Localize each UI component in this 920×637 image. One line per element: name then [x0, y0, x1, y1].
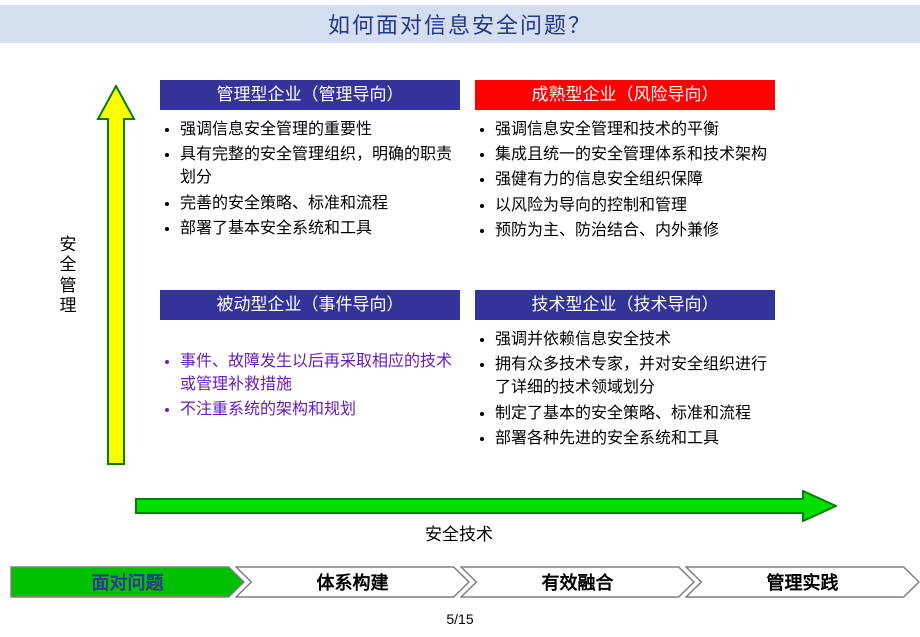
- y-axis-label: 安全管理: [58, 235, 78, 317]
- bullet-item: 部署各种先进的安全系统和工具: [495, 427, 775, 450]
- quadrant-header: 成熟型企业（风险导向）: [475, 80, 775, 110]
- slide-title: 如何面对信息安全问题？: [328, 8, 592, 40]
- quadrant-body: 强调信息安全管理的重要性具有完整的安全管理组织，明确的职责划分完善的安全策略、标…: [160, 118, 460, 240]
- bullet-item: 预防为主、防治结合、内外兼修: [495, 219, 795, 242]
- slide-title-bar: 如何面对信息安全问题？: [0, 5, 920, 43]
- x-axis-label: 安全技术: [425, 520, 493, 545]
- quadrant-body: 事件、故障发生以后再采取相应的技术或管理补救措施不注重系统的架构和规划: [160, 320, 460, 422]
- process-tab: 管理实践: [685, 566, 920, 598]
- bullet-item: 具有完整的安全管理组织，明确的职责划分: [180, 143, 460, 189]
- bullet-item: 不注重系统的架构和规划: [180, 398, 460, 421]
- quadrant-body: 强调并依赖信息安全技术拥有众多技术专家，并对安全组织进行了详细的技术领域划分制定…: [475, 328, 775, 450]
- bullet-item: 拥有众多技术专家，并对安全组织进行了详细的技术领域划分: [495, 353, 775, 399]
- quadrant-header: 被动型企业（事件导向）: [160, 290, 460, 320]
- page-number: 5/15: [0, 611, 920, 627]
- process-tab-label: 体系构建: [235, 566, 470, 598]
- quadrant-body: 强调信息安全管理和技术的平衡集成且统一的安全管理体系和技术架构强健有力的信息安全…: [475, 118, 795, 242]
- y-axis-arrow: [96, 85, 136, 470]
- quadrant-top-left: 管理型企业（管理导向） 强调信息安全管理的重要性具有完整的安全管理组织，明确的职…: [160, 80, 460, 242]
- process-tab: 有效融合: [460, 566, 695, 598]
- bullet-item: 制定了基本的安全策略、标准和流程: [495, 402, 775, 425]
- bullet-item: 强调并依赖信息安全技术: [495, 328, 775, 351]
- quadrant-bottom-right: 技术型企业（技术导向） 强调并依赖信息安全技术拥有众多技术专家，并对安全组织进行…: [475, 290, 775, 452]
- process-tab-label: 管理实践: [685, 566, 920, 598]
- bullet-item: 完善的安全策略、标准和流程: [180, 192, 460, 215]
- bullet-item: 部署了基本安全系统和工具: [180, 217, 460, 240]
- quadrant-header: 技术型企业（技术导向）: [475, 290, 775, 320]
- bullet-item: 强健有力的信息安全组织保障: [495, 168, 795, 191]
- bullet-item: 事件、故障发生以后再采取相应的技术或管理补救措施: [180, 350, 460, 396]
- quadrant-header: 管理型企业（管理导向）: [160, 80, 460, 110]
- quadrant-bottom-left: 被动型企业（事件导向） 事件、故障发生以后再采取相应的技术或管理补救措施不注重系…: [160, 290, 460, 424]
- slide: 如何面对信息安全问题？ 安全管理 安全技术 管理型企业（管理导向） 强调信息安全…: [0, 0, 920, 637]
- bullet-item: 强调信息安全管理和技术的平衡: [495, 118, 795, 141]
- quadrant-top-right: 成熟型企业（风险导向） 强调信息安全管理和技术的平衡集成且统一的安全管理体系和技…: [475, 80, 775, 244]
- bullet-item: 强调信息安全管理的重要性: [180, 118, 460, 141]
- process-tab: 面对问题: [10, 566, 245, 598]
- process-tab-label: 有效融合: [460, 566, 695, 598]
- process-tab-label: 面对问题: [10, 566, 245, 598]
- process-tabs: 面对问题体系构建有效融合管理实践: [10, 565, 910, 599]
- bullet-item: 以风险为导向的控制和管理: [495, 194, 795, 217]
- bullet-item: 集成且统一的安全管理体系和技术架构: [495, 143, 795, 166]
- process-tab: 体系构建: [235, 566, 470, 598]
